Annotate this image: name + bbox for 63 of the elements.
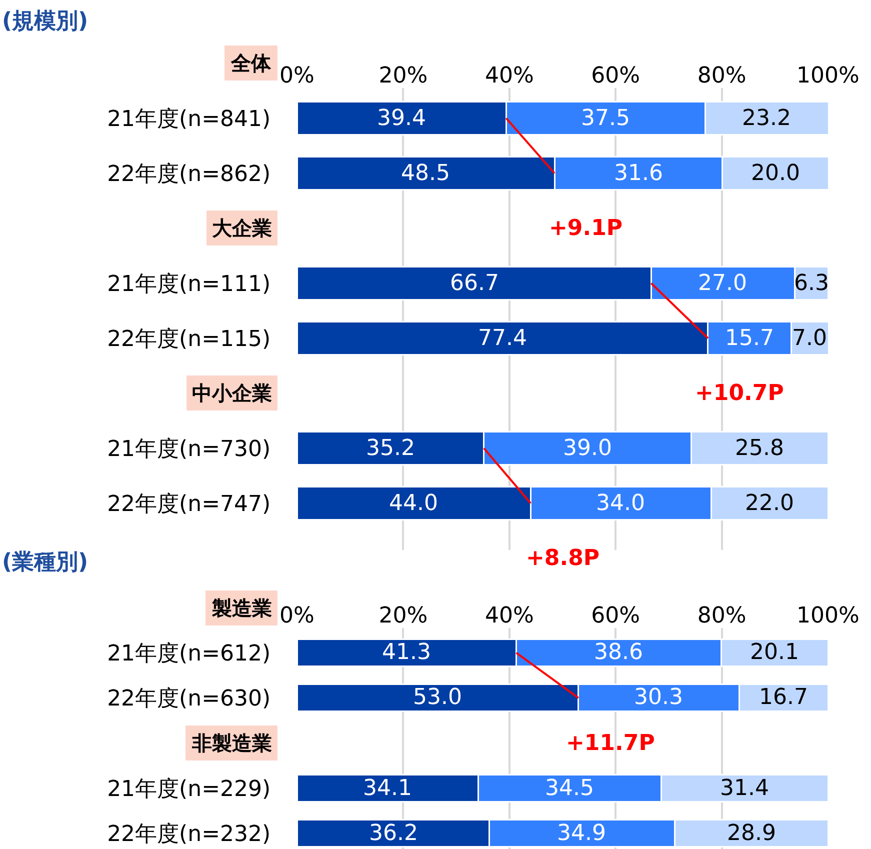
data-label: 6.3 [794, 271, 829, 296]
x-tick-label: 40% [484, 604, 534, 629]
y-tick-label: 製造業 [211, 596, 272, 620]
text: (規模別) [2, 9, 88, 34]
x-tick-label: 80% [697, 604, 746, 629]
data-label: 44.0 [389, 491, 438, 516]
y-tick-label: 22年度(n=747) [107, 492, 271, 517]
y-tick-label: 21年度(n=111) [107, 272, 271, 297]
data-label: 77.4 [478, 326, 527, 351]
x-tick-label: 40% [484, 64, 534, 89]
y-tick-label: 21年度(n=730) [107, 436, 271, 462]
x-tick-label: 100% [796, 64, 860, 89]
data-label: 34.9 [557, 821, 606, 846]
x-tick-label: 20% [378, 64, 428, 89]
data-label: 66.7 [450, 271, 499, 296]
annotation: +9.1P [549, 216, 623, 241]
data-label: 31.6 [614, 161, 663, 186]
data-label: 48.5 [401, 161, 450, 186]
y-tick-label: 非製造業 [191, 731, 272, 755]
y-tick-label: 21年度(n=229) [107, 776, 271, 802]
x-tick-label: 80% [697, 64, 746, 89]
data-label: 15.7 [725, 326, 774, 351]
annotation: +8.8P [526, 546, 600, 571]
x-tick-label: 60% [591, 604, 640, 629]
data-label: 34.1 [363, 776, 412, 801]
data-label: 53.0 [413, 685, 462, 710]
x-tick-label: 100% [796, 604, 860, 629]
data-label: 16.7 [759, 685, 808, 710]
data-label: 35.2 [366, 436, 415, 461]
text: (業種別) [2, 550, 88, 575]
annotation: +10.7P [695, 381, 784, 406]
x-tick-label: 0% [280, 64, 314, 89]
data-label: 36.2 [369, 821, 418, 846]
data-label: 7.0 [792, 326, 827, 351]
x-tick-label: 20% [378, 604, 428, 629]
data-label: 38.6 [594, 640, 643, 665]
x-tick-label: 0% [280, 604, 314, 629]
data-label: 27.0 [698, 271, 747, 296]
data-label: 39.0 [563, 436, 612, 461]
y-tick-label: 22年度(n=232) [107, 822, 271, 847]
data-label: 20.0 [751, 161, 800, 186]
data-label: 30.3 [634, 685, 683, 710]
data-label: 37.5 [581, 106, 630, 131]
y-tick-label: 中小企業 [192, 381, 272, 405]
y-tick-label: 22年度(n=630) [107, 686, 271, 712]
y-tick-label: 全体 [230, 51, 272, 75]
data-label: 34.0 [596, 491, 645, 516]
data-label: 25.8 [735, 436, 784, 461]
data-label: 22.0 [745, 491, 794, 516]
data-label: 31.4 [720, 776, 769, 801]
y-tick-label: 22年度(n=862) [107, 162, 271, 187]
y-tick-label: 21年度(n=612) [107, 642, 271, 667]
data-label: 41.3 [382, 640, 431, 665]
y-tick-label: 21年度(n=841) [107, 106, 271, 132]
y-tick-label: 22年度(n=115) [107, 326, 271, 352]
data-label: 23.2 [742, 106, 791, 131]
annotation: +11.7P [566, 731, 655, 756]
data-label: 34.5 [545, 776, 594, 801]
x-tick-label: 60% [591, 64, 640, 89]
data-label: 20.1 [750, 640, 799, 665]
data-label: 28.9 [727, 821, 776, 846]
y-tick-label: 大企業 [212, 216, 272, 240]
data-label: 39.4 [377, 106, 426, 131]
